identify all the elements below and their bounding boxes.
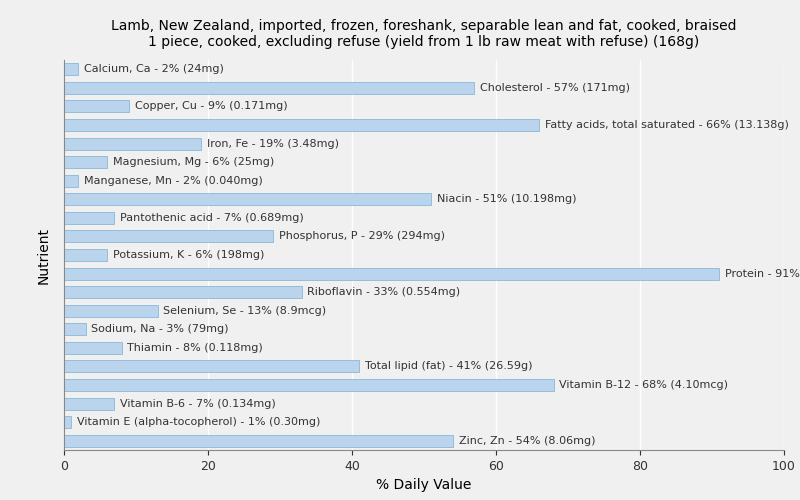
Text: Calcium, Ca - 2% (24mg): Calcium, Ca - 2% (24mg) — [84, 64, 224, 74]
Title: Lamb, New Zealand, imported, frozen, foreshank, separable lean and fat, cooked, : Lamb, New Zealand, imported, frozen, for… — [111, 19, 737, 49]
Bar — [64, 82, 474, 94]
Bar — [64, 324, 86, 336]
Text: Phosphorus, P - 29% (294mg): Phosphorus, P - 29% (294mg) — [278, 232, 445, 241]
Bar — [64, 268, 719, 280]
Bar — [64, 342, 122, 354]
Bar — [64, 434, 453, 447]
Bar — [64, 212, 114, 224]
Bar — [64, 249, 107, 261]
Text: Potassium, K - 6% (198mg): Potassium, K - 6% (198mg) — [113, 250, 264, 260]
Text: Vitamin B-12 - 68% (4.10mcg): Vitamin B-12 - 68% (4.10mcg) — [559, 380, 728, 390]
Bar — [64, 64, 78, 76]
Bar — [64, 156, 107, 168]
X-axis label: % Daily Value: % Daily Value — [376, 478, 472, 492]
Bar — [64, 119, 539, 131]
Text: Vitamin E (alpha-tocopherol) - 1% (0.30mg): Vitamin E (alpha-tocopherol) - 1% (0.30m… — [77, 417, 320, 427]
Text: Fatty acids, total saturated - 66% (13.138g): Fatty acids, total saturated - 66% (13.1… — [545, 120, 789, 130]
Bar — [64, 286, 302, 298]
Text: Pantothenic acid - 7% (0.689mg): Pantothenic acid - 7% (0.689mg) — [120, 213, 304, 223]
Y-axis label: Nutrient: Nutrient — [37, 226, 51, 283]
Text: Protein - 91% (45.31g): Protein - 91% (45.31g) — [725, 268, 800, 278]
Text: Vitamin B-6 - 7% (0.134mg): Vitamin B-6 - 7% (0.134mg) — [120, 398, 276, 408]
Text: Magnesium, Mg - 6% (25mg): Magnesium, Mg - 6% (25mg) — [113, 157, 274, 167]
Bar — [64, 398, 114, 409]
Bar — [64, 416, 71, 428]
Text: Selenium, Se - 13% (8.9mcg): Selenium, Se - 13% (8.9mcg) — [163, 306, 326, 316]
Text: Iron, Fe - 19% (3.48mg): Iron, Fe - 19% (3.48mg) — [206, 138, 338, 148]
Bar — [64, 138, 201, 149]
Bar — [64, 379, 554, 391]
Text: Niacin - 51% (10.198mg): Niacin - 51% (10.198mg) — [437, 194, 577, 204]
Text: Thiamin - 8% (0.118mg): Thiamin - 8% (0.118mg) — [127, 343, 263, 353]
Bar — [64, 194, 431, 205]
Text: Cholesterol - 57% (171mg): Cholesterol - 57% (171mg) — [480, 83, 630, 93]
Bar — [64, 174, 78, 187]
Bar — [64, 230, 273, 242]
Bar — [64, 360, 359, 372]
Bar — [64, 304, 158, 317]
Text: Copper, Cu - 9% (0.171mg): Copper, Cu - 9% (0.171mg) — [134, 102, 287, 112]
Text: Riboflavin - 33% (0.554mg): Riboflavin - 33% (0.554mg) — [307, 287, 461, 297]
Text: Sodium, Na - 3% (79mg): Sodium, Na - 3% (79mg) — [91, 324, 229, 334]
Text: Zinc, Zn - 54% (8.06mg): Zinc, Zn - 54% (8.06mg) — [458, 436, 595, 446]
Text: Total lipid (fat) - 41% (26.59g): Total lipid (fat) - 41% (26.59g) — [365, 362, 533, 372]
Bar — [64, 100, 129, 112]
Text: Manganese, Mn - 2% (0.040mg): Manganese, Mn - 2% (0.040mg) — [84, 176, 263, 186]
